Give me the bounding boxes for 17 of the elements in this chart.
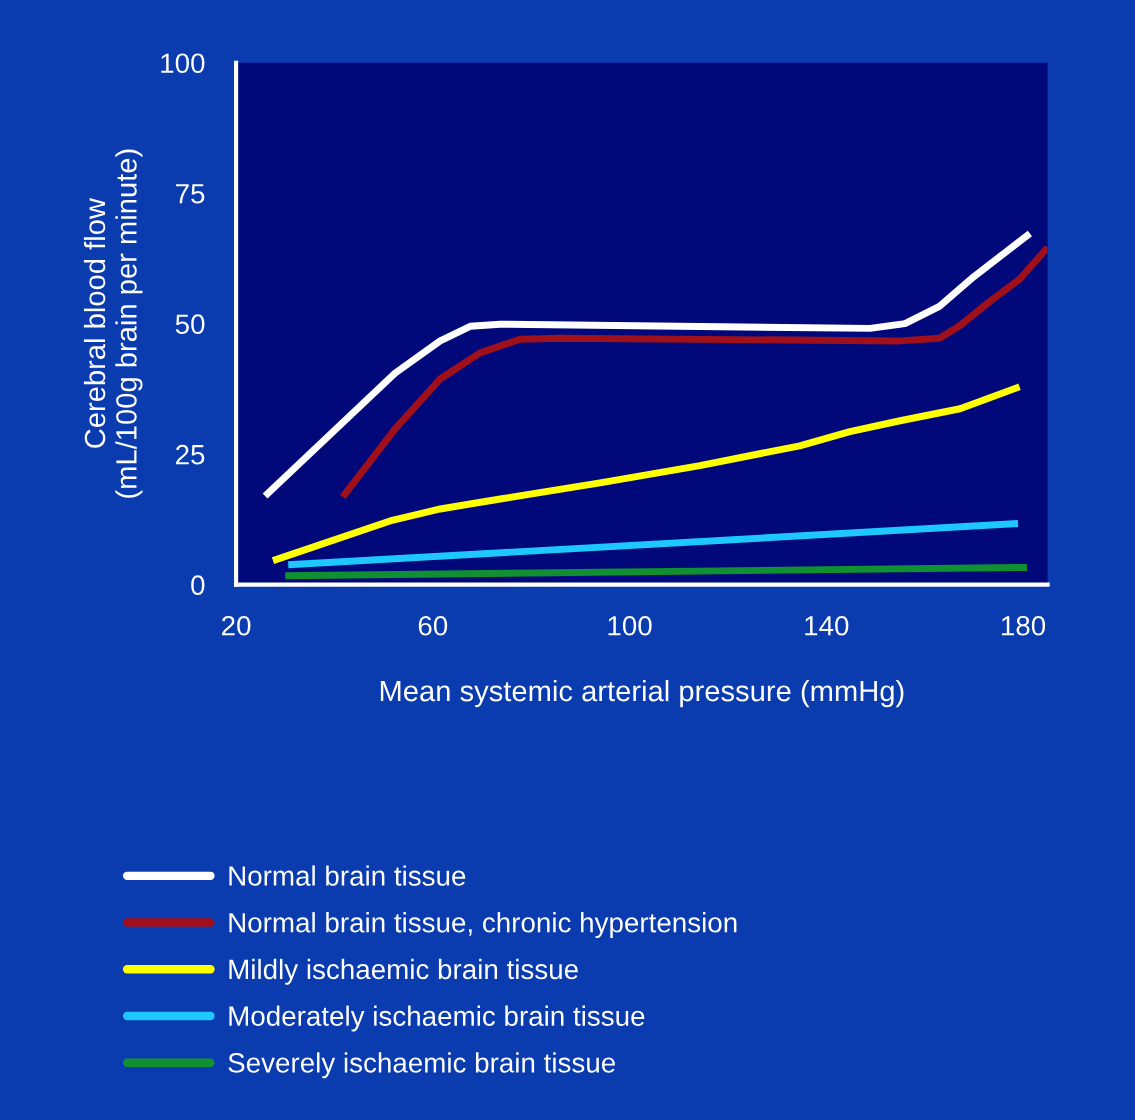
legend-label: Moderately ischaemic brain tissue <box>229 1005 645 1032</box>
y-axis-title: Cerebral blood flow (mL/100g brain per minute) <box>83 149 143 498</box>
y-tick-label: 75 <box>176 184 205 204</box>
x-tick-label: 100 <box>608 615 652 636</box>
y-tick-label: 100 <box>161 53 205 74</box>
x-tick-label: 60 <box>418 615 448 636</box>
y-tick-label: 25 <box>176 444 205 465</box>
x-tick-label: 140 <box>805 615 849 636</box>
y-tick-label: 50 <box>175 314 205 335</box>
legend-label: Normal brain tissue <box>229 865 466 886</box>
y-tick-label: 0 <box>191 575 205 595</box>
legend-label: Mildly ischaemic brain tissue <box>229 958 578 985</box>
legend-label: Normal brain tissue, chronic hypertension <box>229 912 737 939</box>
x-tick-label: 180 <box>1001 615 1046 636</box>
x-axis-title: Mean systemic arterial pressure (mmHg) <box>380 679 904 708</box>
x-tick-label: 20 <box>222 615 251 636</box>
legend-label: Severely ischaemic brain tissue <box>228 1052 615 1079</box>
